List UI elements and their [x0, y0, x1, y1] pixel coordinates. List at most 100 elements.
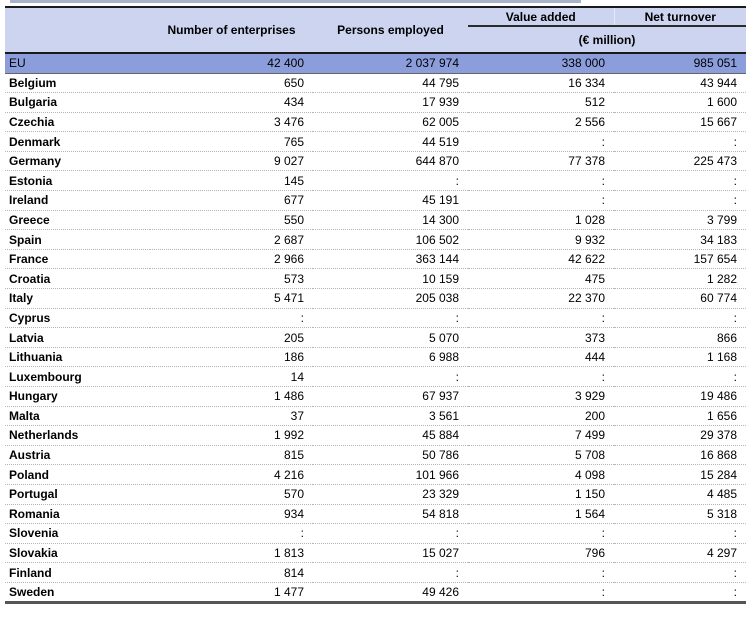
value-cell: 5 708 — [468, 445, 614, 466]
eu-total-row: EU 42 400 2 037 974 338 000 985 051 — [5, 53, 746, 74]
column-header-persons-employed: Persons employed — [313, 7, 468, 54]
value-cell: 3 561 — [313, 406, 468, 427]
country-name: Cyprus — [5, 308, 150, 329]
country-row: Luxembourg 14::: — [5, 366, 746, 387]
header-row-unit: (€ million) — [5, 26, 746, 54]
value-cell: 34 183 — [614, 229, 746, 250]
country-name: Czechia — [5, 112, 150, 133]
country-name: Spain — [5, 229, 150, 250]
country-row: Denmark 765 44 519:: — [5, 131, 746, 152]
country-name: Malta — [5, 406, 150, 427]
value-cell: 186 — [150, 347, 313, 368]
value-cell: : — [468, 170, 614, 192]
country-name: Italy — [5, 288, 150, 309]
value-cell: : — [614, 582, 746, 604]
value-cell: 550 — [150, 210, 313, 231]
country-row: Netherlands 1 992 45 884 7 499 29 378 — [5, 425, 746, 446]
value-cell: 77 378 — [468, 151, 614, 172]
value-cell: 16 868 — [614, 445, 746, 466]
value-cell: 42 622 — [468, 249, 614, 270]
value-cell: 866 — [614, 327, 746, 348]
value-cell: 650 — [150, 73, 313, 94]
column-header-net-turnover: Net turnover — [613, 7, 746, 27]
country-name: Finland — [5, 562, 150, 583]
country-name: EU — [5, 53, 150, 74]
value-cell: 363 144 — [313, 249, 468, 270]
country-row: Croatia 573 10 159 475 1 282 — [5, 268, 746, 290]
value-cell: : — [468, 582, 614, 604]
value-cell: 677 — [150, 190, 313, 211]
value-cell: 2 966 — [150, 249, 313, 270]
value-cell: : — [468, 308, 614, 329]
table-container: Number of enterprises Persons employed V… — [5, 6, 746, 604]
country-name: Hungary — [5, 386, 150, 407]
value-cell: 6 988 — [313, 347, 468, 368]
country-name: France — [5, 249, 150, 270]
table-body: EU 42 400 2 037 974 338 000 985 051 Belgium 65… — [5, 53, 746, 604]
country-row: Czechia 3 476 62 005 2 556 15 667 — [5, 112, 746, 133]
value-cell: 15 027 — [313, 543, 468, 564]
value-cell: 29 378 — [614, 425, 746, 446]
country-row: Sweden 1 477 49 426:: — [5, 582, 746, 604]
header-row-labels: Number of enterprises Persons employed V… — [5, 7, 746, 54]
value-cell: 44 795 — [313, 73, 468, 94]
value-cell: 570 — [150, 484, 313, 505]
value-cell: 1 486 — [150, 386, 313, 407]
country-name: Poland — [5, 464, 150, 485]
value-cell: 1 656 — [614, 406, 746, 427]
value-cell: 573 — [150, 268, 313, 290]
value-cell: 434 — [150, 92, 313, 113]
value-cell: : — [150, 523, 313, 544]
value-cell: : — [614, 170, 746, 192]
value-cell: : — [313, 523, 468, 544]
value-cell: 157 654 — [614, 249, 746, 270]
country-row: Belgium 650 44 795 16 334 43 944 — [5, 73, 746, 94]
country-name: Portugal — [5, 484, 150, 505]
country-row: Cyprus:::: — [5, 308, 746, 329]
country-name: Lithuania — [5, 347, 150, 368]
country-row: Portugal 570 23 329 1 150 4 485 — [5, 484, 746, 505]
country-name: Austria — [5, 445, 150, 466]
value-cell: 934 — [150, 504, 313, 525]
value-cell: 1 028 — [468, 210, 614, 231]
country-name: Bulgaria — [5, 92, 150, 113]
value-cell: : — [313, 562, 468, 583]
empty-corner-cell — [5, 7, 150, 54]
value-cell: 1 282 — [614, 268, 746, 290]
country-row: Greece 550 14 300 1 028 3 799 — [5, 210, 746, 231]
value-cell: 9 027 — [150, 151, 313, 172]
value-cell: 4 098 — [468, 464, 614, 485]
value-cell: 512 — [468, 92, 614, 113]
country-name: Netherlands — [5, 425, 150, 446]
value-cell: : — [468, 366, 614, 387]
value-cell: 444 — [468, 347, 614, 368]
country-name: Estonia — [5, 170, 150, 192]
country-row: Lithuania 186 6 988 444 1 168 — [5, 347, 746, 368]
value-cell: 1 600 — [614, 92, 746, 113]
country-row: Finland 814::: — [5, 562, 746, 583]
value-cell: 2 037 974 — [313, 53, 468, 74]
value-cell: 16 334 — [468, 73, 614, 94]
value-cell: : — [614, 523, 746, 544]
value-cell: : — [468, 190, 614, 211]
enterprise-statistics-table: Number of enterprises Persons employed V… — [5, 6, 746, 604]
country-name: Romania — [5, 504, 150, 525]
value-cell: 4 216 — [150, 464, 313, 485]
value-cell: 45 884 — [313, 425, 468, 446]
value-cell: 67 937 — [313, 386, 468, 407]
value-cell: : — [468, 131, 614, 152]
value-cell: 2 556 — [468, 112, 614, 133]
value-cell: 205 — [150, 327, 313, 348]
value-cell: 9 932 — [468, 229, 614, 250]
value-cell: 3 476 — [150, 112, 313, 133]
country-row: Slovakia 1 813 15 027 796 4 297 — [5, 543, 746, 564]
value-cell: : — [614, 562, 746, 583]
country-name: Ireland — [5, 190, 150, 211]
value-cell: 985 051 — [614, 53, 746, 74]
country-name: Slovenia — [5, 523, 150, 544]
country-row: Spain 2 687 106 502 9 932 34 183 — [5, 229, 746, 250]
value-cell: : — [313, 170, 468, 192]
country-row: Latvia 205 5 070 373 866 — [5, 327, 746, 348]
value-cell: 5 070 — [313, 327, 468, 348]
